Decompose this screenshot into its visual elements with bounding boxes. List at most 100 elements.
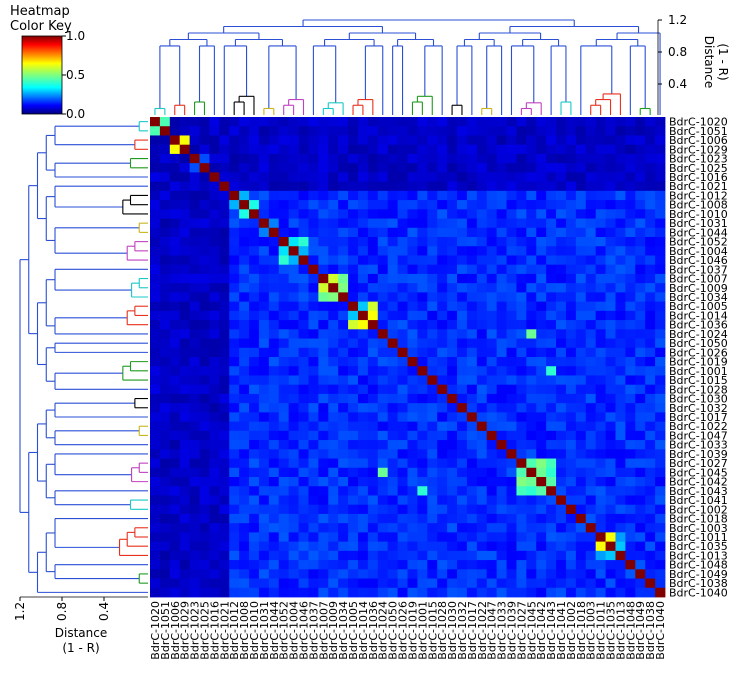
heatmap-cell bbox=[357, 126, 369, 136]
heatmap-cell bbox=[258, 449, 270, 459]
heatmap-cell bbox=[239, 458, 250, 469]
heatmap-cell bbox=[159, 560, 171, 570]
heatmap-cell bbox=[159, 412, 171, 423]
heatmap-cell bbox=[209, 163, 220, 173]
heatmap-cell bbox=[377, 569, 389, 579]
heatmap-cell bbox=[556, 393, 567, 404]
heatmap-cell bbox=[308, 264, 319, 275]
heatmap-cell bbox=[150, 218, 161, 229]
heatmap-cell bbox=[298, 532, 309, 543]
heatmap-cell bbox=[536, 458, 547, 469]
heatmap-cell bbox=[328, 292, 339, 303]
heatmap-cell bbox=[397, 181, 408, 192]
heatmap-cell bbox=[377, 126, 389, 136]
heatmap-cell bbox=[526, 513, 537, 524]
heatmap-cell bbox=[249, 301, 260, 312]
heatmap-cell bbox=[447, 578, 458, 589]
heatmap-cell bbox=[595, 458, 606, 469]
column-label: BdrC-1032 bbox=[456, 601, 469, 660]
heatmap-cell bbox=[249, 181, 260, 192]
heatmap-cell bbox=[546, 117, 557, 127]
heatmap-cell bbox=[575, 117, 587, 127]
row-label: BdrC-1002 bbox=[669, 503, 728, 516]
heatmap-cell bbox=[546, 550, 557, 561]
heatmap-cell bbox=[605, 135, 616, 146]
heatmap-cell bbox=[625, 366, 636, 376]
heatmap-cell bbox=[437, 495, 448, 506]
heatmap-cell bbox=[447, 430, 458, 441]
heatmap-cell bbox=[209, 117, 220, 127]
heatmap-cell bbox=[308, 283, 319, 293]
heatmap-cell bbox=[447, 310, 458, 321]
heatmap-cell bbox=[536, 200, 547, 210]
heatmap-cell bbox=[486, 117, 498, 127]
heatmap-cell bbox=[645, 560, 656, 570]
heatmap-cell bbox=[229, 209, 240, 219]
heatmap-cell bbox=[457, 467, 468, 478]
heatmap-cell bbox=[575, 264, 587, 275]
heatmap-cell bbox=[466, 246, 478, 256]
heatmap-cell bbox=[575, 338, 587, 349]
heatmap-cell bbox=[397, 541, 408, 552]
heatmap-cell bbox=[486, 403, 498, 413]
heatmap-cell bbox=[526, 532, 537, 543]
heatmap-cell bbox=[229, 301, 240, 312]
heatmap-cell bbox=[655, 273, 666, 284]
heatmap-cell bbox=[486, 227, 498, 238]
heatmap-cell bbox=[575, 153, 587, 164]
heatmap-cell bbox=[367, 338, 379, 349]
heatmap-cell bbox=[585, 403, 597, 413]
heatmap-cell bbox=[278, 375, 290, 386]
heatmap-cell bbox=[565, 560, 577, 570]
heatmap-cell bbox=[605, 273, 616, 284]
heatmap-cell bbox=[565, 218, 577, 229]
heatmap-cell bbox=[476, 117, 488, 127]
heatmap-cell bbox=[476, 310, 488, 321]
row-label: BdrC-1009 bbox=[669, 282, 728, 295]
heatmap-cell bbox=[526, 301, 537, 312]
heatmap-cell bbox=[199, 209, 210, 219]
heatmap-cell bbox=[367, 117, 379, 127]
heatmap-cell bbox=[338, 227, 349, 238]
heatmap-cell bbox=[189, 135, 200, 146]
heatmap-cell bbox=[556, 403, 567, 413]
heatmap-cell bbox=[447, 237, 458, 247]
heatmap-cell bbox=[199, 126, 210, 136]
heatmap-cell bbox=[219, 366, 230, 376]
heatmap-cell bbox=[635, 200, 646, 210]
heatmap-cell bbox=[219, 523, 230, 533]
heatmap-cell bbox=[239, 273, 250, 284]
heatmap-cell bbox=[268, 458, 280, 469]
heatmap-cell bbox=[288, 523, 299, 533]
heatmap-cell bbox=[496, 541, 507, 552]
heatmap-cell bbox=[229, 264, 240, 275]
heatmap-cell bbox=[348, 283, 359, 293]
heatmap-cell bbox=[556, 292, 567, 303]
heatmap-cell bbox=[536, 486, 547, 496]
heatmap-cell bbox=[219, 209, 230, 219]
heatmap-cell bbox=[159, 153, 171, 164]
heatmap-cell bbox=[278, 495, 290, 506]
heatmap-cell bbox=[496, 172, 507, 183]
heatmap-cell bbox=[348, 292, 359, 303]
heatmap-cell bbox=[397, 449, 408, 459]
heatmap-cell bbox=[466, 144, 478, 155]
heatmap-cell bbox=[278, 486, 290, 496]
heatmap-cell bbox=[526, 246, 537, 256]
heatmap-cell bbox=[556, 384, 567, 395]
row-label: BdrC-1022 bbox=[669, 420, 728, 433]
heatmap-cell bbox=[437, 357, 448, 367]
heatmap-cell bbox=[288, 172, 299, 183]
heatmap-cell bbox=[249, 486, 260, 496]
row-label: BdrC-1015 bbox=[669, 374, 728, 387]
heatmap-cell bbox=[447, 403, 458, 413]
column-label: BdrC-1004 bbox=[288, 601, 301, 660]
heatmap-cell bbox=[595, 393, 606, 404]
heatmap-cell bbox=[585, 421, 597, 432]
heatmap-cell bbox=[447, 467, 458, 478]
heatmap-cell bbox=[546, 153, 557, 164]
heatmap-cell bbox=[199, 523, 210, 533]
column-label: BdrC-1037 bbox=[307, 601, 320, 660]
heatmap-cell bbox=[348, 172, 359, 183]
column-label: BdrC-1014 bbox=[357, 601, 370, 660]
